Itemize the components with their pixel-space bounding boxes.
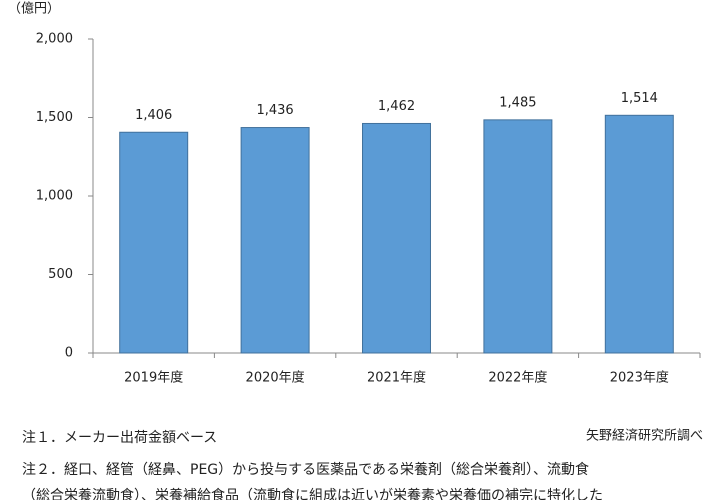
value-label: 1,436 xyxy=(256,103,293,118)
bar xyxy=(483,119,553,354)
bar xyxy=(362,122,431,354)
source: 矢野経済研究所調べ xyxy=(586,428,703,444)
y-tick-label: 1,500 xyxy=(36,110,73,125)
y-unit: （億円） xyxy=(8,1,60,17)
x-tick-label: 2020年度 xyxy=(246,370,305,386)
value-label: 1,406 xyxy=(135,108,172,123)
x-tick-label: 2023年度 xyxy=(610,370,669,386)
note: 注１．メーカー出荷金額ベース xyxy=(22,430,217,446)
note: （総合栄養流動食）、栄養補給食品（流動食に組成は近いが栄養素や栄養価の補完に特化… xyxy=(22,487,603,500)
bar xyxy=(604,114,674,354)
bar xyxy=(119,131,189,354)
value-label: 1,514 xyxy=(621,91,658,106)
y-tick-label: 1,000 xyxy=(36,189,73,204)
x-tick-label: 2022年度 xyxy=(488,370,547,386)
x-tick-label: 2021年度 xyxy=(367,370,426,386)
value-label: 1,485 xyxy=(499,95,536,110)
value-label: 1,462 xyxy=(378,99,415,114)
y-tick-label: 500 xyxy=(48,267,73,282)
y-tick-label: 2,000 xyxy=(36,32,73,47)
bar xyxy=(240,127,310,354)
note: 注２．経口、経管（経鼻、PEG）から投与する医薬品である栄養剤（総合栄養剤）、流… xyxy=(22,461,589,478)
x-tick-label: 2019年度 xyxy=(124,370,183,386)
y-tick-label: 0 xyxy=(65,346,73,361)
